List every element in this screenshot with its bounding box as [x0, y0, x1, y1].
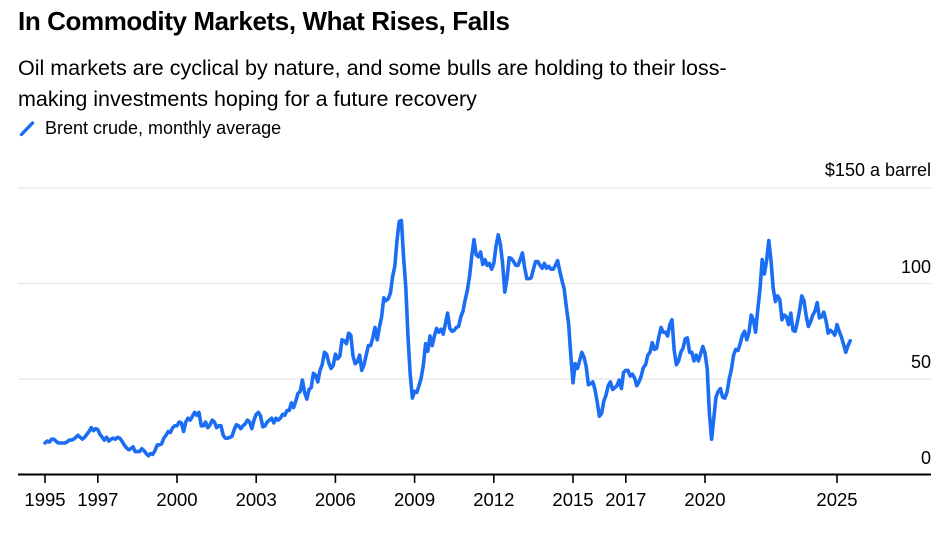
x-axis-label-2000: 2000: [156, 489, 198, 510]
brent-crude-line: [43, 218, 853, 458]
x-axis-label-1997: 1997: [77, 489, 119, 510]
x-axis-label-2017: 2017: [605, 489, 647, 510]
page-title: In Commodity Markets, What Rises, Falls: [18, 6, 510, 36]
y-axis-label-100: 100: [900, 256, 931, 277]
x-axis-label-2012: 2012: [473, 489, 515, 510]
y-axis-unit-label: $150 a barrel: [824, 160, 931, 180]
x-axis-label-2003: 2003: [235, 489, 277, 510]
chart-subtitle-line-2: making investments hoping for a future r…: [18, 87, 477, 111]
legend: Brent crude, monthly average: [18, 118, 281, 139]
chart-subtitle: Oil markets are cyclical by nature, and …: [18, 53, 727, 115]
x-axis-label-2025: 2025: [816, 489, 858, 510]
x-axis-label-1995: 1995: [24, 489, 66, 510]
y-axis-label-0: 0: [920, 447, 931, 468]
x-axis-label-2006: 2006: [314, 489, 356, 510]
x-axis-label-2020: 2020: [684, 489, 726, 510]
legend-label: Brent crude, monthly average: [45, 118, 282, 138]
x-axis-label-2009: 2009: [394, 489, 436, 510]
x-axis-label-2015: 2015: [552, 489, 594, 510]
gridlines: [18, 187, 931, 380]
blue-slash-icon: [19, 120, 35, 136]
y-axis-label-50: 50: [910, 352, 931, 372]
chart-subtitle-line-1: Oil markets are cyclical by nature, and …: [18, 56, 727, 80]
x-axis: [18, 473, 931, 483]
